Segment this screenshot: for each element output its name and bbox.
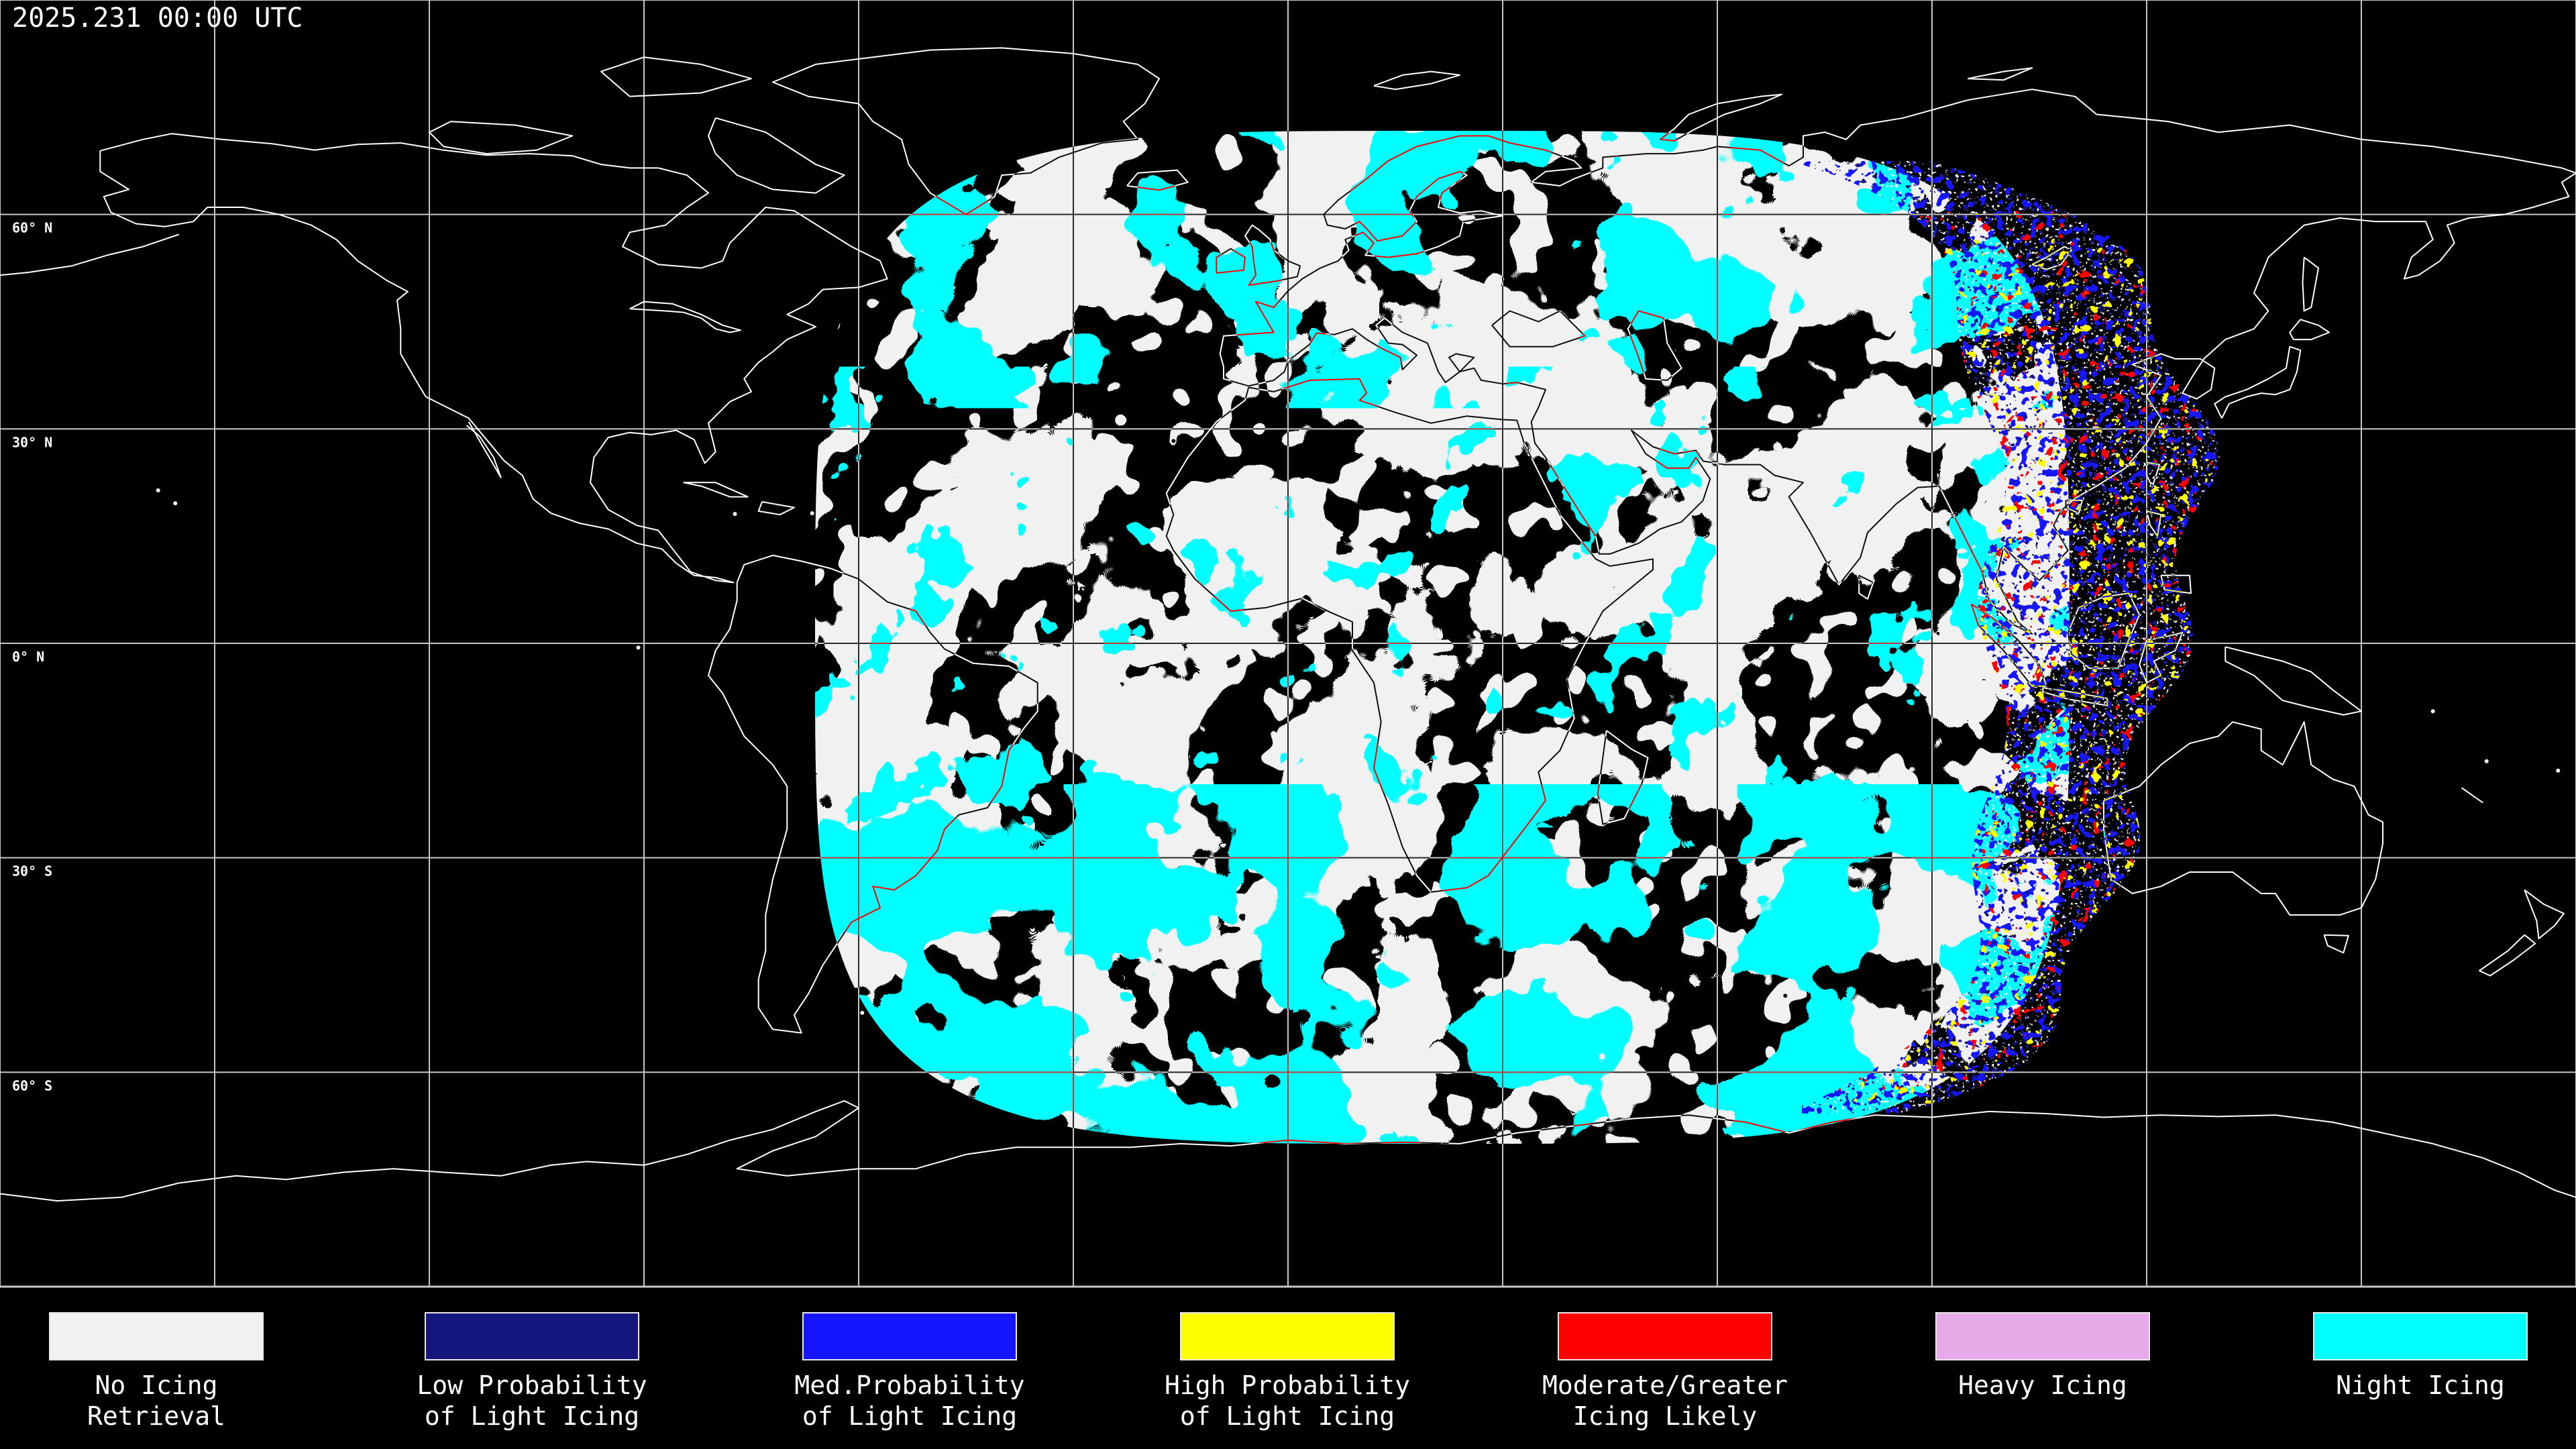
coastline-path [2146, 510, 2162, 537]
world-map: 60° N 30° N 0° N 30° S 60° S 2025.231 00:00 … [0, 0, 2576, 1288]
island-dot [1783, 994, 1788, 998]
coastline-path [2067, 592, 2141, 669]
coastline-path [99, 133, 888, 584]
coastlines [0, 47, 2576, 1202]
island-dot [810, 511, 814, 516]
lat-label: 30° S [12, 863, 52, 879]
legend-swatch-high-prob [1180, 1312, 1395, 1360]
coastline-path [2031, 246, 2072, 270]
legend-item-med-prob: Med.Probability of Light Icing [722, 1288, 1097, 1449]
coastline-path [2224, 646, 2362, 716]
legend-item-label: Med.Probability of Light Icing [794, 1371, 1025, 1431]
legend-item-label: No Icing Retrieval [87, 1371, 225, 1431]
legend-item-heavy: Heavy Icing [1855, 1288, 2231, 1449]
coastline-path [2461, 787, 2483, 804]
coastline-path [683, 482, 749, 498]
latitude-labels: 60° N 30° N 0° N 30° S 60° S [12, 220, 52, 1094]
lat-label: 0° N [12, 649, 44, 665]
coastline-path [2042, 687, 2108, 706]
coastline-path [2065, 499, 2083, 515]
island-dot [2556, 768, 2561, 773]
legend-item-label: Night Icing [2336, 1371, 2505, 1400]
coastline-path [1627, 310, 1682, 381]
coastline-path [708, 554, 1038, 1034]
coastline-path [2139, 632, 2184, 684]
legend-item-label: Low Probability of Light Icing [417, 1371, 647, 1431]
legend-swatch-heavy [1935, 1312, 2150, 1360]
coastline-path [0, 233, 180, 276]
lat-label: 60° S [12, 1077, 52, 1093]
world-map-area: 60° N 30° N 0° N 30° S 60° S 2025.231 00:00 … [0, 0, 2576, 1288]
timestamp-label: 2025.231 00:00 UTC [12, 3, 303, 34]
coastline-path [2302, 256, 2319, 312]
legend-item-label: High Probability of Light Icing [1164, 1371, 1411, 1431]
coastline-path [1858, 574, 1874, 600]
coastline-path [708, 117, 845, 194]
grid-and-coastline-overlay [0, 0, 2576, 1288]
lat-lon-grid [0, 0, 2576, 1288]
lat-label: 60° N [12, 220, 52, 236]
coastline-path [1970, 603, 2047, 687]
coastline-path [1373, 70, 1460, 91]
coastline-path [1216, 248, 1246, 274]
coastline-path [1126, 169, 1189, 191]
coastline-path [466, 421, 502, 478]
coastline-path [2289, 319, 2330, 341]
coastline-path [757, 501, 795, 516]
coastline-path [1244, 224, 1301, 286]
coastline-path [629, 301, 741, 333]
coastline-path [429, 121, 574, 155]
island-dot [2430, 709, 2435, 714]
legend-swatch-mod-greater [1558, 1312, 1772, 1360]
legend-item-no-icing: No Icing Retrieval [0, 1288, 344, 1449]
icing-retrieval-footprint [815, 131, 2070, 1144]
coastline-path [2323, 934, 2349, 954]
coastline-path [2160, 574, 2192, 594]
island-dot [860, 1010, 865, 1015]
coastline-path [2479, 934, 2536, 977]
coastline-path [1491, 310, 1586, 347]
legend-item-label: Moderate/Greater Icing Likely [1542, 1371, 1788, 1431]
legend-item-night: Night Icing [2233, 1288, 2576, 1449]
legend-item-label: Heavy Icing [1958, 1371, 2127, 1400]
island-dot [733, 512, 737, 517]
coastline-path [2103, 721, 2383, 916]
legend-item-low-prob: Low Probability of Light Icing [344, 1288, 720, 1449]
coastline-path [1968, 67, 2033, 81]
coastline-path [2524, 889, 2565, 940]
coastline-path [600, 56, 752, 97]
coastline-path [2214, 345, 2302, 419]
coastline-path [1597, 730, 1649, 825]
legend-bar: No Icing Retrieval Low Probability of Li… [0, 1288, 2576, 1449]
legend-swatch-med-prob [802, 1312, 1017, 1360]
coastline-path [1219, 89, 2576, 635]
island-dot [156, 488, 160, 492]
lat-label: 30° N [12, 434, 52, 450]
coastline-path [1165, 378, 1654, 893]
coastline-path [1660, 93, 1782, 142]
island-dot [173, 501, 178, 506]
legend-item-high-prob: High Probability of Light Icing [1099, 1288, 1475, 1449]
legend-swatch-no-icing [49, 1312, 264, 1360]
island-dot [2484, 759, 2489, 763]
coastline-path [2146, 462, 2161, 488]
legend-swatch-low-prob [425, 1312, 639, 1360]
legend-swatch-night [2313, 1312, 2528, 1360]
coastline-path [0, 1100, 2576, 1202]
legend-item-mod-greater: Moderate/Greater Icing Likely [1477, 1288, 1853, 1449]
island-dot [1171, 439, 1176, 443]
island-dot [636, 645, 641, 650]
coastline-path [772, 47, 1160, 215]
